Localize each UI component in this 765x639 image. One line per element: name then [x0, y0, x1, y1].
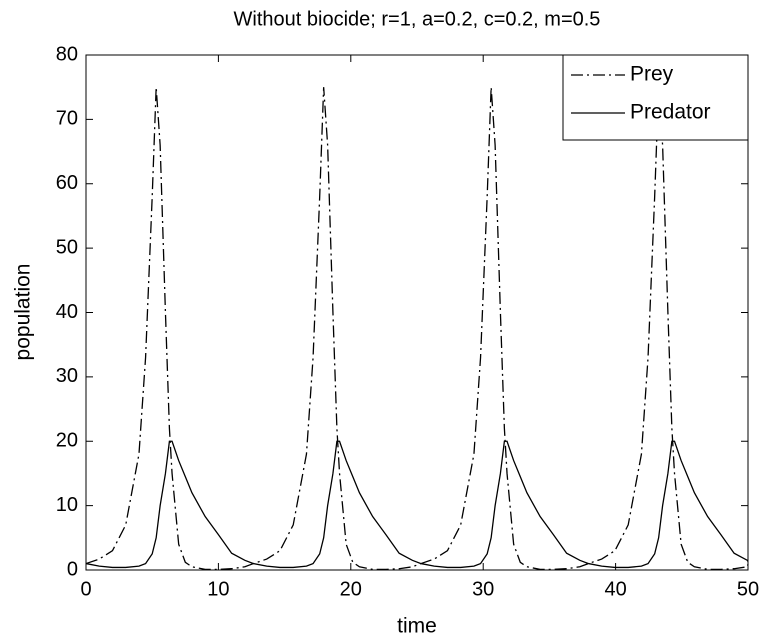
y-tick-label: 60: [56, 172, 78, 194]
series-line: [85, 87, 749, 571]
legend-label: Predator: [630, 101, 711, 124]
x-tick-label: 20: [340, 578, 362, 600]
y-tick-label: 10: [56, 494, 78, 516]
x-axis-label: time: [397, 615, 437, 638]
y-tick-label: 30: [56, 365, 78, 387]
legend-box: [562, 54, 749, 141]
y-tick-label: 50: [56, 236, 78, 258]
x-tick-label: 40: [604, 578, 626, 600]
y-tick-label: 70: [56, 108, 78, 130]
y-axis-label: population: [12, 264, 35, 361]
x-tick-label: 10: [207, 578, 229, 600]
y-tick-label: 80: [56, 43, 78, 65]
x-tick-label: 30: [472, 578, 494, 600]
chart-title: Without biocide; r=1, a=0.2, c=0.2, m=0.…: [234, 8, 601, 30]
y-tick-label: 40: [56, 301, 78, 323]
y-tick-label: 0: [67, 558, 78, 580]
x-tick-label: 0: [80, 578, 91, 600]
y-tick-label: 20: [56, 430, 78, 452]
series-line: [85, 440, 749, 569]
legend-label: Prey: [630, 63, 674, 86]
x-tick-label: 50: [737, 578, 759, 600]
